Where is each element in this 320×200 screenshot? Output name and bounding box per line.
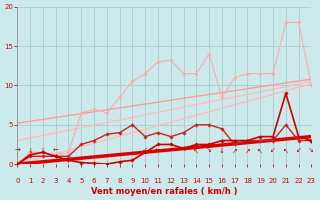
X-axis label: Vent moyen/en rafales ( km/h ): Vent moyen/en rafales ( km/h ) xyxy=(91,187,238,196)
